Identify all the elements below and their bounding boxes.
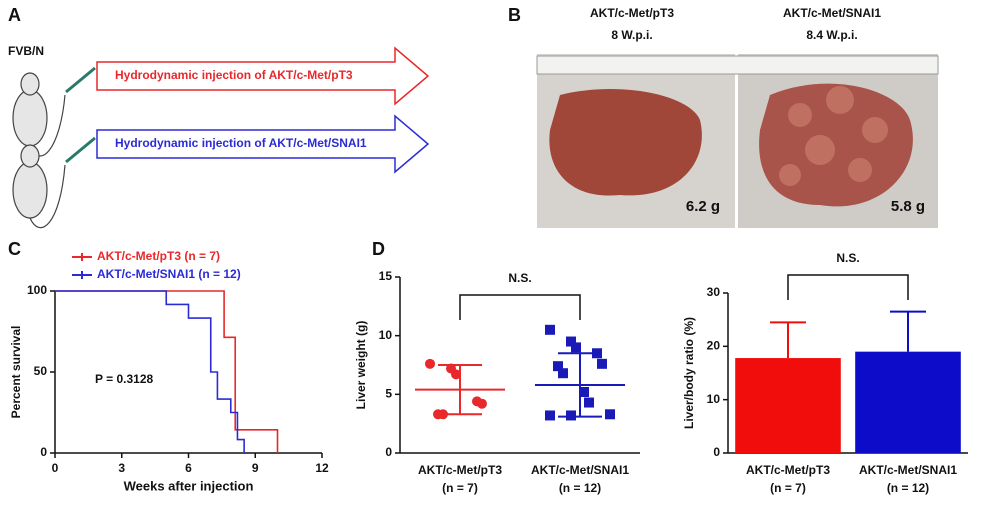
photo-title: AKT/c-Met/pT3 bbox=[590, 6, 674, 20]
x-tick-label: 6 bbox=[185, 461, 192, 475]
y-tick-label: 15 bbox=[379, 269, 393, 283]
y-tick-label: 10 bbox=[379, 328, 393, 342]
point bbox=[553, 361, 563, 372]
syringe bbox=[65, 66, 96, 94]
survival-line bbox=[55, 290, 279, 453]
ruler bbox=[536, 55, 939, 75]
syringe bbox=[65, 136, 96, 164]
bar bbox=[735, 358, 841, 453]
annotation: P = 0.3128 bbox=[95, 372, 153, 386]
mouse-head bbox=[20, 72, 40, 96]
nodule bbox=[805, 135, 835, 165]
x-tick-label: AKT/c-Met/SNAI1 bbox=[531, 463, 629, 477]
y-axis-label: Percent survival bbox=[9, 326, 23, 419]
x-tick-label: 12 bbox=[315, 461, 329, 475]
x-tick-label: 3 bbox=[118, 461, 125, 475]
x-tick-label: AKT/c-Met/SNAI1 bbox=[859, 463, 957, 477]
point bbox=[605, 409, 615, 420]
nodule bbox=[779, 164, 801, 186]
point bbox=[597, 358, 607, 369]
point bbox=[579, 386, 589, 397]
mouse bbox=[12, 89, 48, 147]
nodule bbox=[826, 86, 854, 114]
bar bbox=[855, 351, 961, 453]
point bbox=[566, 410, 576, 421]
y-tick-label: 30 bbox=[707, 285, 721, 299]
arrow-label: Hydrodynamic injection of AKT/c-Met/pT3 bbox=[115, 68, 353, 82]
strain-label: FVB/N bbox=[8, 44, 44, 58]
point bbox=[477, 398, 487, 409]
nodules bbox=[779, 86, 888, 186]
mouse bbox=[12, 161, 48, 219]
x-tick-label: 9 bbox=[252, 461, 259, 475]
y-tick-label: 0 bbox=[385, 445, 392, 459]
panel-label: C bbox=[8, 239, 21, 259]
point bbox=[545, 324, 555, 335]
annotation: N.S. bbox=[836, 251, 859, 265]
photo-subtitle: 8.4 W.p.i. bbox=[806, 28, 857, 42]
x-tick-note: (n = 12) bbox=[887, 481, 929, 495]
x-tick-note: (n = 12) bbox=[559, 481, 601, 495]
panel-label: A bbox=[8, 5, 21, 25]
arrow bbox=[96, 114, 430, 174]
arrow-label: Hydrodynamic injection of AKT/c-Met/SNAI… bbox=[115, 136, 367, 150]
photo-subtitle: 8 W.p.i. bbox=[611, 28, 652, 42]
nodule bbox=[848, 158, 872, 182]
x-tick-label: 0 bbox=[52, 461, 59, 475]
x-tick-note: (n = 7) bbox=[442, 481, 478, 495]
point bbox=[566, 336, 576, 347]
weight-label: 6.2 g bbox=[686, 198, 720, 215]
y-axis-label: Liver weight (g) bbox=[354, 321, 368, 410]
legend-label: AKT/c-Met/pT3 (n = 7) bbox=[97, 249, 220, 263]
x-tick-label: AKT/c-Met/pT3 bbox=[418, 463, 502, 477]
significance-bracket bbox=[459, 294, 581, 320]
y-tick-label: 5 bbox=[385, 387, 392, 401]
mouse-head bbox=[20, 144, 40, 168]
point bbox=[584, 397, 594, 408]
point bbox=[425, 358, 435, 369]
nodule bbox=[788, 103, 812, 127]
liver bbox=[549, 89, 702, 196]
y-axis-label: Liver/body ratio (%) bbox=[682, 317, 696, 429]
panel-label: B bbox=[508, 5, 521, 25]
y-tick-label: 0 bbox=[40, 445, 47, 459]
x-axis-label: Weeks after injection bbox=[124, 478, 254, 493]
weight-label: 5.8 g bbox=[891, 198, 925, 215]
mouse-tail bbox=[29, 164, 66, 229]
mouse-icons bbox=[12, 66, 96, 229]
point bbox=[571, 342, 581, 353]
y-tick-label: 0 bbox=[713, 445, 720, 459]
y-tick-label: 20 bbox=[707, 339, 721, 353]
x-tick-label: AKT/c-Met/pT3 bbox=[746, 463, 830, 477]
point bbox=[451, 369, 461, 380]
nodule bbox=[862, 117, 888, 143]
significance-bracket bbox=[787, 274, 909, 300]
point bbox=[558, 368, 568, 379]
y-tick-label: 50 bbox=[34, 364, 48, 378]
y-tick-label: 10 bbox=[707, 392, 721, 406]
arrow bbox=[96, 46, 430, 106]
photo-title: AKT/c-Met/SNAI1 bbox=[783, 6, 881, 20]
panel-label: D bbox=[372, 239, 385, 259]
annotation: N.S. bbox=[508, 271, 531, 285]
survival-line bbox=[55, 290, 245, 453]
x-tick-note: (n = 7) bbox=[770, 481, 806, 495]
y-tick-label: 100 bbox=[27, 283, 47, 297]
legend-label: AKT/c-Met/SNAI1 (n = 12) bbox=[97, 267, 241, 281]
point bbox=[545, 410, 555, 421]
